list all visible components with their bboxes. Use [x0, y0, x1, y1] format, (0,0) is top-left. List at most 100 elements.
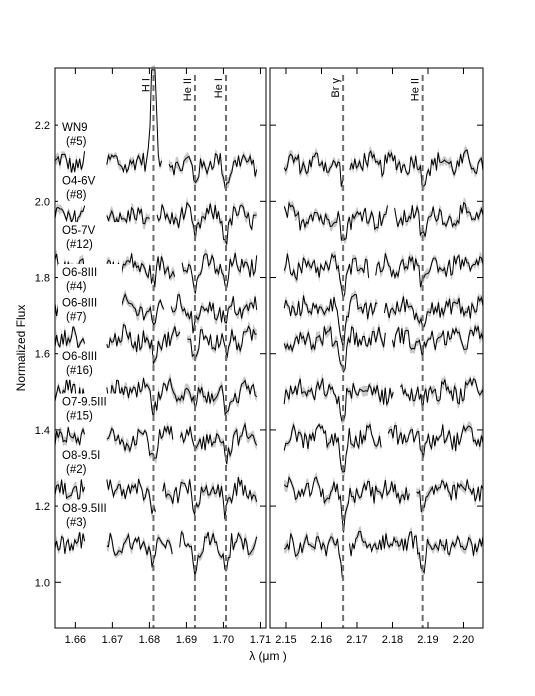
error-band: [157, 196, 257, 249]
spectrum-line: [106, 377, 258, 419]
spectrum-line: [106, 323, 181, 366]
x-tick-label: 1.70: [213, 634, 234, 646]
x-tick-label: 2.19: [417, 634, 438, 646]
star-id: (#7): [66, 311, 87, 323]
error-band: [162, 473, 257, 525]
spectrum-line: [349, 149, 484, 187]
star-label: O5-7V (#12): [58, 222, 122, 255]
star-label-bg: [58, 222, 122, 255]
error-band: [284, 528, 343, 584]
error-band: [349, 525, 483, 576]
star-type: O6-8III: [62, 351, 97, 363]
star-id: (#16): [66, 365, 93, 377]
axis-ticks: 1.0 1.2 1.4 1.6 1.8 2.0 2.2 1.66 1.67 1.68 1.69 1.7…: [35, 68, 483, 646]
line-marker-label: He II: [410, 78, 422, 101]
y-tick-label: 1.2: [35, 501, 50, 513]
error-band: [169, 149, 257, 192]
spectrum-line: [54, 479, 86, 500]
spectrum-line: [170, 294, 258, 334]
spectrum-line: [106, 478, 156, 514]
right-panel-frame: [269, 67, 484, 629]
error-band: [55, 423, 85, 452]
spectrum-line: [106, 532, 173, 568]
x-tick-label: 2.15: [275, 634, 296, 646]
spectrum-line: [106, 206, 150, 225]
star-type: O8-9.5III: [62, 503, 107, 515]
spectrum-line: [54, 205, 86, 227]
error-band: [182, 247, 257, 299]
error-band: [187, 321, 257, 363]
star-type: O8-9.5I: [62, 450, 100, 462]
line-marker-label: He I: [213, 78, 225, 98]
star-label: WN9 (#5): [58, 119, 122, 152]
spectrum-line: [283, 423, 382, 473]
spectrum-line: [106, 69, 163, 174]
x-tick-label: 1.71: [250, 634, 271, 646]
star-label: O6-8III (#4): [58, 264, 122, 296]
star-label-bg: [58, 347, 122, 380]
left-panel-frame: [54, 67, 267, 629]
x-tick-label: 1.67: [102, 634, 123, 646]
x-tick-label: 1.69: [176, 634, 197, 646]
star-label-bg: [58, 119, 122, 152]
x-tick-label: 2.20: [453, 634, 474, 646]
star-type: O7-9.5III: [62, 397, 107, 409]
star-type: O5-7V: [62, 225, 96, 237]
error-band: [106, 530, 173, 573]
star-label: O6-8III (#7): [58, 294, 122, 327]
x-tick-label: 1.68: [139, 634, 160, 646]
spectrum-line: [400, 377, 484, 411]
star-label-bg: [58, 500, 122, 533]
spectrum-line: [283, 293, 378, 350]
spectrum-line: [416, 479, 484, 513]
spectrum-line: [156, 201, 257, 245]
star-label-bg: [58, 172, 122, 205]
line-markers: H I He II He I Br γ He II: [141, 75, 424, 628]
line-marker-label: Br γ: [330, 78, 342, 98]
spectrum-line: [179, 530, 258, 575]
spectrum-line: [283, 326, 386, 373]
star-type: O6-8III: [62, 267, 97, 279]
line-marker-label: H I: [141, 78, 153, 92]
x-tick-label: 2.16: [311, 634, 332, 646]
spectrum-line: [387, 424, 484, 458]
star-id: (#5): [66, 136, 87, 148]
star-type: WN9: [62, 122, 88, 134]
x-tick-label: 1.66: [65, 634, 86, 646]
spectrum-line: [283, 253, 370, 299]
error-band: [400, 374, 483, 414]
star-label: O7-9.5III (#15): [58, 393, 122, 426]
error-band: [106, 474, 156, 520]
star-labels: WN9(#5)O4-6V(#8)O5-7V(#12)O6-8III(#4)O6-…: [58, 119, 122, 533]
error-band: [106, 421, 173, 464]
spectrum-line: [383, 295, 484, 329]
star-label: O8-9.5III (#3): [58, 500, 122, 533]
star-label-bg: [58, 264, 122, 296]
star-id: (#2): [66, 464, 87, 476]
star-type: O4-6V: [62, 176, 96, 188]
error-band: [284, 321, 386, 374]
spectrum-line: [394, 201, 484, 237]
star-id: (#8): [66, 190, 87, 202]
star-label: O8-9.5I (#2): [58, 446, 122, 479]
line-marker-label: He II: [182, 78, 194, 101]
spectrum-line: [283, 152, 344, 187]
y-tick-label: 1.6: [35, 349, 50, 361]
star-label: O6-8III (#16): [58, 347, 122, 380]
spectrum-line: [54, 427, 86, 446]
y-tick-label: 2.2: [35, 120, 50, 132]
error-band: [284, 471, 410, 536]
star-label-bg: [58, 294, 122, 327]
star-type: O6-8III: [62, 297, 97, 309]
star-id: (#3): [66, 517, 87, 529]
x-axis-label: λ (μm ): [249, 649, 287, 663]
spectrum-line: [391, 324, 484, 358]
star-id: (#12): [66, 239, 93, 251]
spectrum-line: [283, 201, 388, 241]
spectrum-line: [179, 422, 258, 465]
star-label-bg: [58, 446, 122, 479]
error-band: [284, 289, 378, 354]
spectrum-line: [54, 150, 86, 174]
spectrum-line: [187, 325, 257, 359]
